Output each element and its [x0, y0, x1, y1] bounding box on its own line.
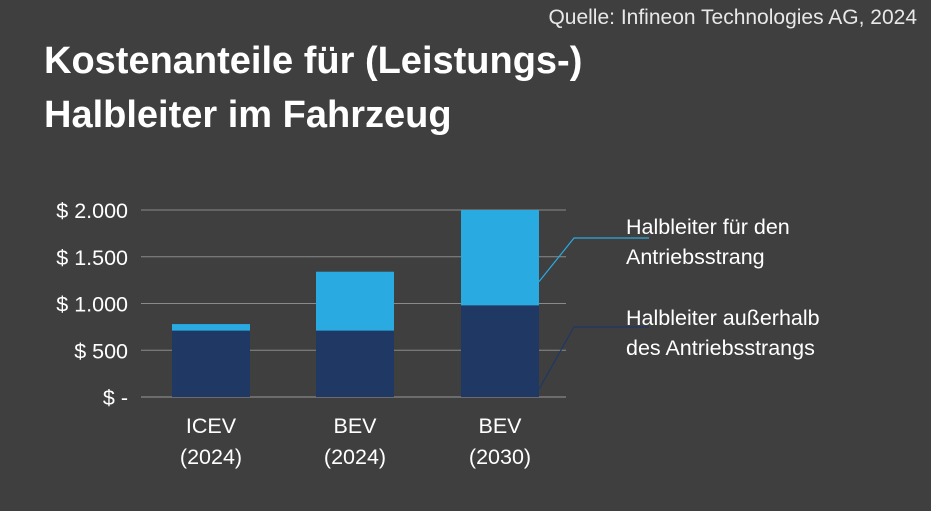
y-tick-label: $ -	[103, 386, 128, 410]
y-tick-label: $ 500	[74, 339, 128, 363]
leader-line-non-drivetrain	[538, 326, 649, 390]
chart-title: Kostenanteile für (Leistungs-) Halbleite…	[44, 34, 582, 142]
y-tick-label: $ 1.000	[56, 293, 128, 317]
x-tick-label: (2024)	[180, 445, 242, 469]
leader-line-drivetrain	[538, 237, 649, 283]
x-tick-label: (2030)	[469, 445, 531, 469]
bar-segment	[316, 330, 394, 397]
bar-segment	[172, 330, 250, 397]
legend-label-drivetrain: Halbleiter für den Antriebsstrang	[626, 215, 790, 269]
bar-segment	[172, 324, 250, 331]
y-tick-label: $ 1.500	[56, 246, 128, 270]
bar-segment	[461, 210, 539, 306]
x-tick-label: ICEV	[186, 414, 237, 438]
title-line-1: Kostenanteile für (Leistungs-)	[44, 40, 583, 82]
source-note: Quelle: Infineon Technologies AG, 2024	[548, 6, 917, 29]
x-tick-label: (2024)	[324, 445, 386, 469]
title-line-2: Halbleiter im Fahrzeug	[44, 94, 452, 136]
bar-segment	[461, 305, 539, 397]
x-tick-label: BEV	[333, 414, 377, 438]
y-tick-label: $ 2.000	[56, 199, 128, 223]
x-tick-label: BEV	[478, 414, 522, 438]
legend-label-non-drivetrain: Halbleiter außerhalb des Antriebsstrangs	[626, 306, 820, 360]
bar-segment	[316, 271, 394, 331]
